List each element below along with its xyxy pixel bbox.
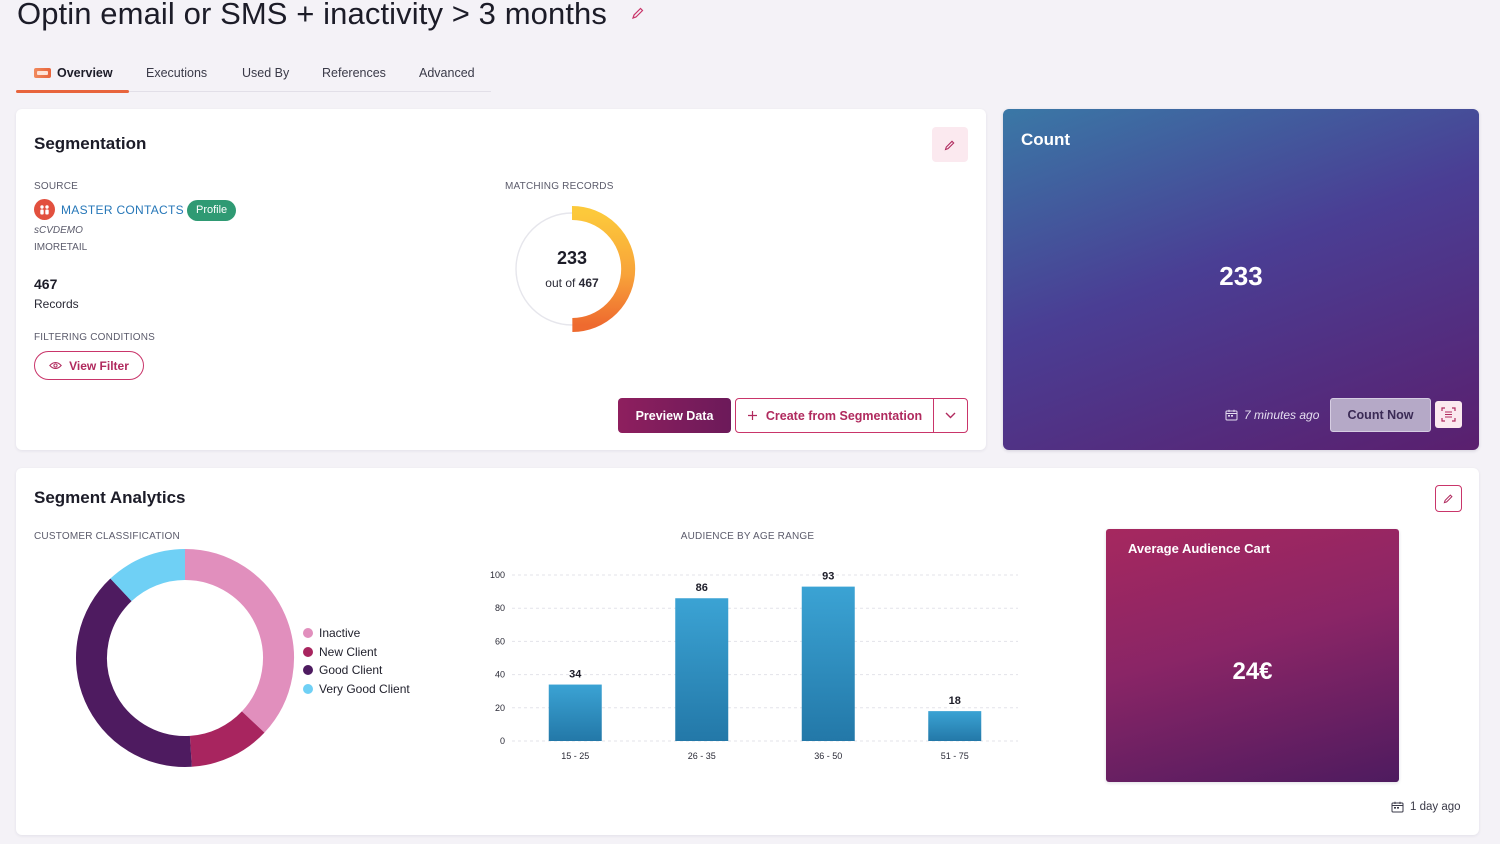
x-tick-label: 51 - 75 — [941, 751, 969, 761]
donut-slice-inactive[interactable] — [184, 549, 294, 733]
view-filter-button[interactable]: View Filter — [34, 351, 144, 380]
y-tick-label: 60 — [495, 636, 505, 646]
chevron-down-icon — [945, 412, 956, 419]
average-cart-value: 24€ — [1232, 658, 1273, 685]
plus-icon — [747, 411, 757, 420]
bar-data-label: 86 — [696, 582, 708, 594]
count-title: Count — [1021, 130, 1071, 149]
legend-swatch — [303, 628, 313, 639]
donut-slice-good-client[interactable] — [76, 578, 192, 767]
count-updated: 7 minutes ago — [1225, 408, 1319, 422]
count-card: Count 233 7 minutes ago Count Now — [1003, 109, 1479, 450]
matching-records-gauge — [515, 205, 636, 332]
average-cart-title: Average Audience Cart — [1128, 541, 1271, 556]
scan-icon — [1441, 407, 1456, 422]
pencil-icon — [1443, 494, 1453, 504]
bar-36-50[interactable] — [801, 586, 855, 741]
split-divider — [933, 399, 934, 432]
legend-item-inactive[interactable]: Inactive — [303, 624, 410, 643]
source-database: sCVDEMO — [34, 225, 83, 236]
calendar-icon — [1391, 801, 1404, 813]
matching-label: MATCHING RECORDS — [505, 181, 614, 192]
x-tick-label: 26 - 35 — [688, 751, 716, 761]
y-tick-label: 40 — [495, 670, 505, 680]
count-details-button[interactable] — [1435, 401, 1462, 428]
analytics-updated: 1 day ago — [1391, 801, 1461, 813]
tab-advanced[interactable]: Advanced — [419, 66, 475, 80]
preview-data-button[interactable]: Preview Data — [618, 398, 731, 433]
edit-title-icon[interactable] — [631, 6, 645, 20]
count-now-button[interactable]: Count Now — [1330, 398, 1431, 432]
y-tick-label: 20 — [495, 703, 505, 713]
legend-swatch — [303, 683, 313, 694]
create-from-segmentation-button[interactable]: Create from Segmentation — [736, 399, 933, 432]
page-title: Optin email or SMS + inactivity > 3 mont… — [17, 0, 607, 31]
bar-data-label: 93 — [822, 571, 834, 583]
overview-icon — [34, 68, 51, 78]
y-tick-label: 100 — [490, 570, 505, 580]
classification-label: CUSTOMER CLASSIFICATION — [34, 531, 180, 542]
filtering-label: FILTERING CONDITIONS — [34, 332, 156, 343]
bar-15-25[interactable] — [548, 684, 602, 741]
tab-references[interactable]: References — [322, 66, 386, 80]
analytics-title: Segment Analytics — [34, 488, 186, 507]
classification-donut-chart — [76, 549, 294, 767]
bar-data-label: 34 — [569, 669, 582, 681]
age-range-bar-chart: 0 20 40 60 80 100 34 15 - 25 86 26 - 35 93 36 - 50 1… — [490, 570, 1018, 761]
x-tick-label: 36 - 50 — [814, 751, 842, 761]
donut-slice-new-client[interactable] — [189, 710, 265, 767]
calendar-icon — [1225, 409, 1238, 421]
bar-data-label: 18 — [949, 695, 961, 707]
donut-slice-very-good-client[interactable] — [110, 549, 186, 602]
source-type-badge: Profile — [187, 200, 237, 221]
classification-legend: Inactive New Client Good Client Very Goo… — [303, 624, 410, 698]
edit-analytics-button[interactable] — [1435, 485, 1462, 512]
bar-26-35[interactable] — [675, 598, 729, 741]
x-tick-label: 15 - 25 — [561, 751, 589, 761]
tab-executions[interactable]: Executions — [146, 66, 208, 80]
create-options-dropdown[interactable] — [934, 399, 967, 432]
source-schema: IMORETAIL — [34, 242, 88, 253]
segmentation-title: Segmentation — [34, 134, 147, 153]
average-cart-card: Average Audience Cart 24€ — [1106, 529, 1399, 782]
legend-swatch — [303, 646, 313, 657]
tab-used-by[interactable]: Used By — [242, 66, 290, 80]
active-tab-indicator — [16, 90, 129, 93]
legend-swatch — [303, 665, 313, 676]
bar-51-75[interactable] — [928, 711, 982, 741]
source-label: SOURCE — [34, 181, 78, 192]
gauge-arc — [571, 205, 636, 332]
matching-value: 233 — [556, 248, 588, 268]
age-chart-title: AUDIENCE BY AGE RANGE — [680, 531, 815, 542]
segmentation-card — [16, 109, 986, 450]
legend-item-new-client[interactable]: New Client — [303, 643, 410, 662]
matching-total-line: out of 467 — [545, 276, 599, 290]
pencil-icon — [944, 140, 955, 150]
records-count: 467 — [34, 276, 58, 292]
tab-overview[interactable]: Overview — [34, 56, 113, 92]
tab-bar: Overview Executions Used By References A… — [16, 56, 491, 93]
records-label: Records — [34, 297, 79, 311]
legend-item-good-client[interactable]: Good Client — [303, 661, 410, 680]
create-from-segmentation-split-button: Create from Segmentation — [735, 398, 968, 433]
source-link[interactable]: MASTER CONTACTS — [61, 203, 184, 217]
contacts-icon — [34, 199, 55, 220]
edit-segmentation-button[interactable] — [932, 127, 968, 162]
eye-icon — [49, 362, 62, 369]
legend-item-very-good-client[interactable]: Very Good Client — [303, 680, 410, 699]
count-value: 233 — [1219, 261, 1263, 291]
y-tick-label: 0 — [500, 736, 505, 746]
y-tick-label: 80 — [495, 603, 505, 613]
